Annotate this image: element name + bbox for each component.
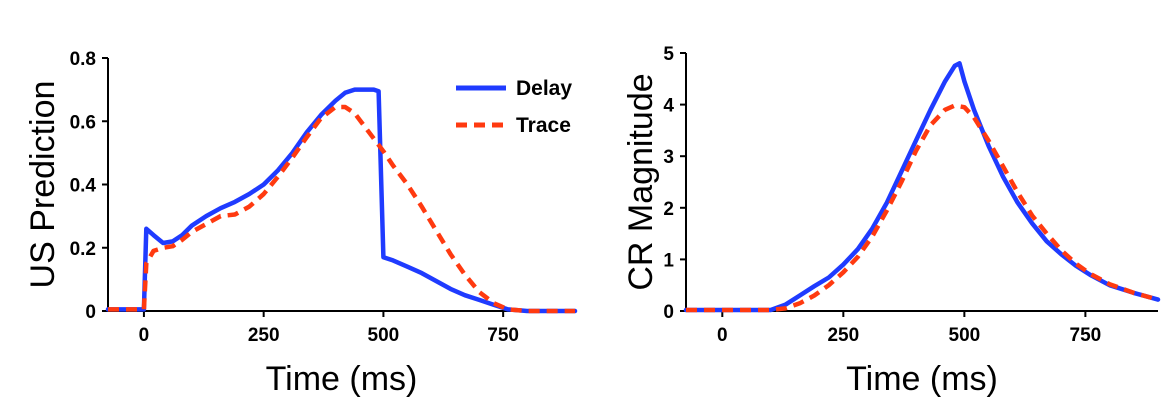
x-axis-title: Time (ms)	[266, 360, 418, 398]
series-line-delay	[105, 87, 578, 314]
y-axis-title: CR Magnitude	[622, 73, 660, 290]
y-axis-title: US Prediction	[24, 81, 62, 289]
y-tick-label: 0.8	[70, 49, 96, 70]
series-line-trace	[108, 104, 575, 314]
x-tick-label: 0	[139, 325, 150, 346]
y-tick-label: 5	[663, 44, 674, 65]
y-tick-label: 4	[663, 96, 674, 117]
y-tick-label: 2	[663, 199, 674, 220]
x-tick-label: 0	[717, 325, 728, 346]
series-line-delay	[683, 61, 1161, 313]
y-tick-label: 0	[663, 302, 674, 323]
legend-label-trace: Trace	[516, 114, 571, 137]
y-tick-label: 0.6	[70, 112, 96, 133]
legend: Delay Trace	[456, 77, 572, 137]
cr-magnitude-chart: 0 1 2 3 4 5 0 250 500 750 Time (ms) CR Magnitude	[622, 44, 1161, 398]
y-tick-label: 0.4	[70, 176, 97, 197]
x-tick-label: 500	[949, 325, 981, 346]
x-tick-label: 750	[1070, 325, 1102, 346]
y-tick-label: 1	[663, 250, 674, 271]
series-line-trace	[686, 103, 1159, 313]
legend-label-delay: Delay	[516, 77, 572, 100]
y-tick-label: 0	[85, 302, 96, 323]
y-tick-label: 0.2	[70, 239, 96, 260]
y-tick-label: 3	[663, 147, 674, 168]
x-tick-label: 750	[487, 325, 519, 346]
x-tick-label: 250	[827, 325, 859, 346]
us-prediction-chart: 0 0.2 0.4 0.6 0.8 0 250 500 750 Time (ms) US Predi…	[24, 49, 578, 398]
x-tick-label: 250	[248, 325, 280, 346]
x-axis-title: Time (ms)	[846, 360, 998, 398]
x-tick-label: 500	[368, 325, 400, 346]
